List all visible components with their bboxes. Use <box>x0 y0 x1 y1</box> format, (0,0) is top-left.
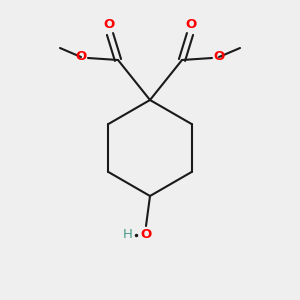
Text: O: O <box>213 50 225 64</box>
Text: O: O <box>140 229 152 242</box>
Text: O: O <box>185 19 197 32</box>
Text: H: H <box>123 229 133 242</box>
Text: O: O <box>103 19 115 32</box>
Text: O: O <box>75 50 87 64</box>
